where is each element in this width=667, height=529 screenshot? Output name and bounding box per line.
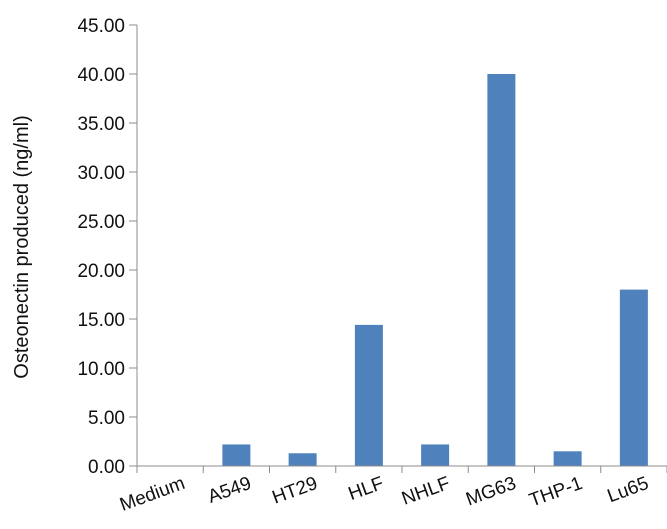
x-category-label: A549 xyxy=(205,473,254,508)
x-category-label: NHLF xyxy=(399,473,453,510)
y-tick-label: 20.00 xyxy=(77,261,125,282)
y-tick-label: 45.00 xyxy=(77,16,125,37)
y-axis-label: Osteonectin produced (ng/ml) xyxy=(11,115,33,378)
y-tick-label: 40.00 xyxy=(77,65,125,86)
y-tick-label: 35.00 xyxy=(77,114,125,135)
bars xyxy=(222,74,648,466)
y-tick-label: 10.00 xyxy=(77,359,125,380)
x-category-label: MG63 xyxy=(463,473,519,510)
bar-mg63 xyxy=(487,74,516,466)
y-tick-label: 30.00 xyxy=(77,163,125,184)
bar-lu65 xyxy=(619,289,648,466)
y-tick-label: 25.00 xyxy=(77,212,125,233)
bar-a549 xyxy=(222,444,251,466)
x-category-label: Medium xyxy=(117,473,188,516)
x-category-label: HT29 xyxy=(269,473,320,509)
y-tick-label: 15.00 xyxy=(77,310,125,331)
y-axis-ticks: 0.00 5.00 10.00 15.00 20.00 25.00 30.00 35.00 40… xyxy=(77,16,137,478)
y-tick-label: 5.00 xyxy=(88,408,125,429)
x-category-label: THP-1 xyxy=(527,473,586,512)
y-tick-label: 0.00 xyxy=(88,457,125,478)
bar-ht29 xyxy=(288,453,317,466)
x-category-label: Lu65 xyxy=(605,473,652,507)
bar-hlf xyxy=(354,324,383,466)
bar-thp-1 xyxy=(553,451,582,466)
x-axis-ticks: Medium A549 HT29 HLF NHLF MG63 THP-1 Lu65 xyxy=(117,466,667,516)
x-category-label: HLF xyxy=(346,473,387,505)
bar-nhlf xyxy=(421,444,450,466)
